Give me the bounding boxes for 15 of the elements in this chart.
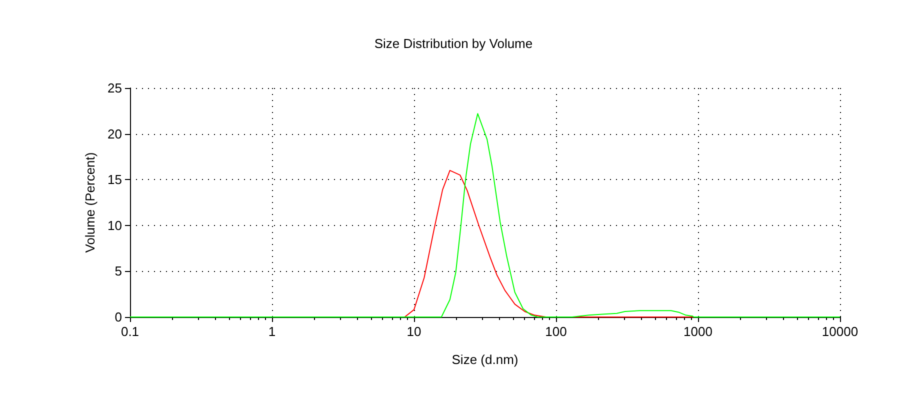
y-axis-title: Volume (Percent)	[82, 152, 98, 253]
x-tick-label: 100	[545, 324, 567, 339]
y-tick-label: 25	[108, 80, 122, 96]
y-tick-label: 15	[108, 172, 122, 188]
y-tick-label: 10	[108, 218, 122, 233]
x-tick-label: 10000	[822, 324, 858, 339]
x-tick-label: 10	[406, 324, 422, 339]
x-axis-title: Size (d.nm)	[452, 352, 518, 367]
y-tick-label: 5	[114, 264, 122, 279]
y-tick-label: 20	[108, 126, 122, 142]
y-tick-label: 0	[114, 310, 122, 324]
chart-title: Size Distribution by Volume	[374, 36, 533, 51]
x-tick-label: 0.1	[120, 324, 140, 339]
x-tick-label: 1	[268, 324, 276, 339]
x-tick-label: 1000	[684, 324, 712, 339]
